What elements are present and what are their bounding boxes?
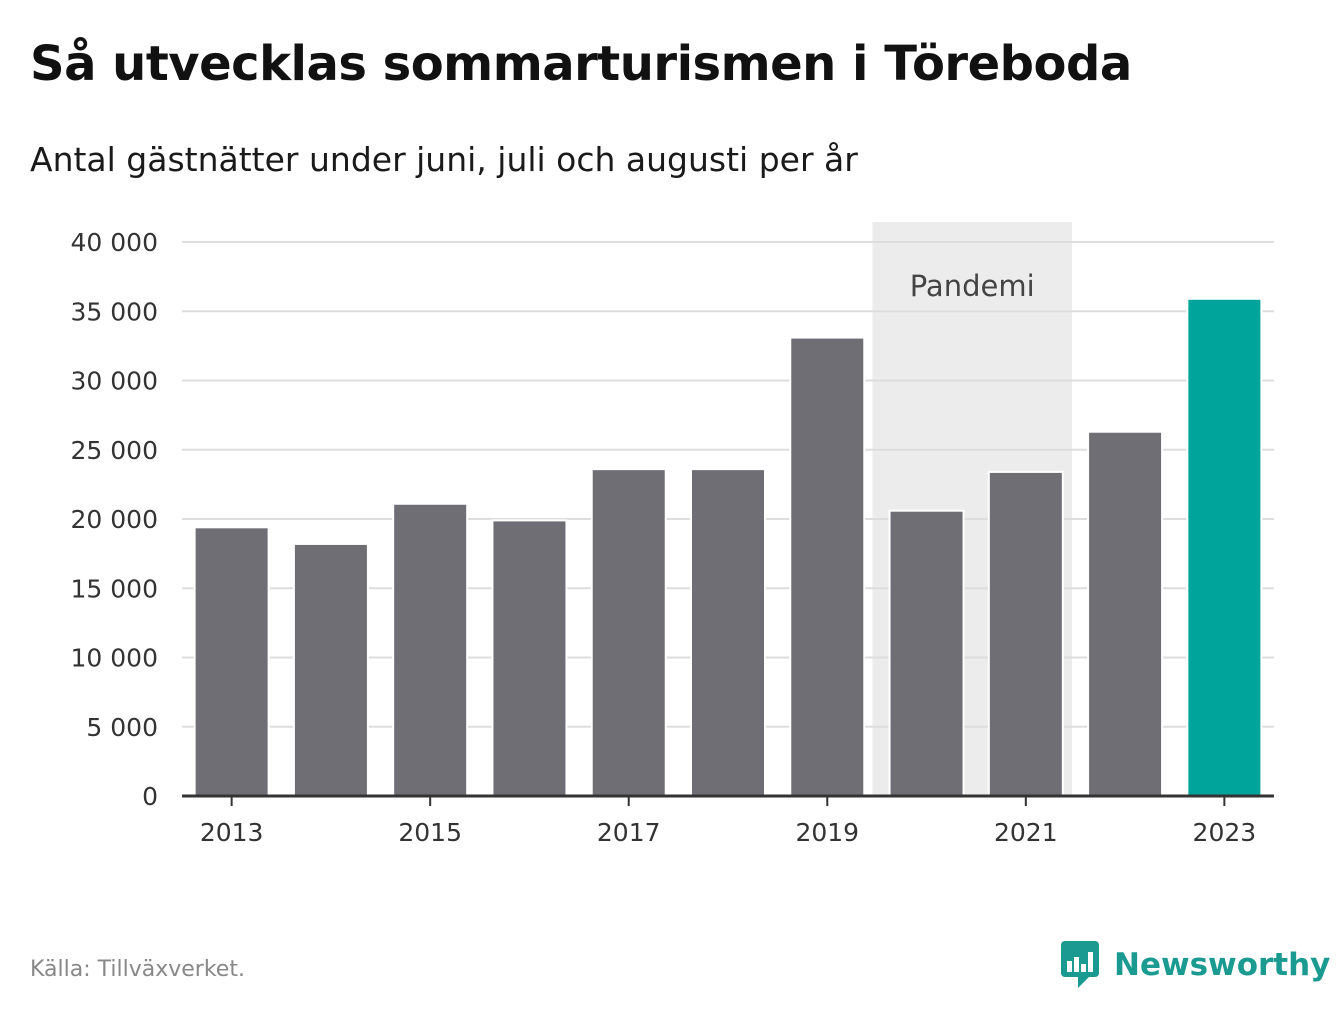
- bar: [292, 542, 369, 797]
- bar: [789, 336, 866, 797]
- x-tick-label: 2019: [795, 818, 859, 847]
- bar: [590, 468, 667, 797]
- bar: [193, 526, 270, 797]
- bar: [888, 509, 965, 797]
- bar: [690, 468, 766, 797]
- bar: [987, 470, 1064, 797]
- y-tick-label: 5 000: [86, 713, 158, 742]
- x-tick-label: 2017: [597, 818, 661, 847]
- x-tick-label: 2021: [994, 818, 1058, 847]
- y-tick-label: 15 000: [71, 574, 158, 603]
- y-tick-label: 25 000: [71, 436, 158, 465]
- newsworthy-logo-icon: [1061, 941, 1099, 988]
- bar: [392, 502, 469, 797]
- pandemic-band-label: Pandemi: [910, 269, 1035, 303]
- y-tick-label: 35 000: [71, 297, 158, 326]
- x-tick-label: 2013: [200, 818, 264, 847]
- bar: [491, 519, 568, 797]
- bars: [193, 297, 1263, 797]
- chart-subtitle: Antal gästnätter under juni, juli och au…: [30, 140, 858, 179]
- x-tick-label: 2015: [398, 818, 462, 847]
- y-tick-label: 0: [142, 782, 158, 811]
- chart-title: Så utvecklas sommarturismen i Töreboda: [30, 36, 1132, 92]
- axes: 0 5 000 10 000 15 000 20 000 25 000 30 000 35 0…: [71, 228, 1274, 847]
- bar: [1186, 297, 1263, 797]
- y-tick-label: 40 000: [71, 228, 158, 257]
- bar: [1087, 430, 1164, 797]
- brand-name: Newsworthy: [1114, 947, 1331, 983]
- bar-chart: Pandemi 0 5 000 10 000 15 000 20 000 25 000 30…: [71, 222, 1274, 847]
- y-tick-label: 10 000: [71, 644, 158, 673]
- x-tick-label: 2023: [1193, 818, 1257, 847]
- y-tick-label: 30 000: [71, 367, 158, 396]
- y-tick-label: 20 000: [71, 505, 158, 534]
- source-note: Källa: Tillväxverket.: [30, 957, 245, 982]
- brand-logo: Newsworthy: [1060, 940, 1330, 990]
